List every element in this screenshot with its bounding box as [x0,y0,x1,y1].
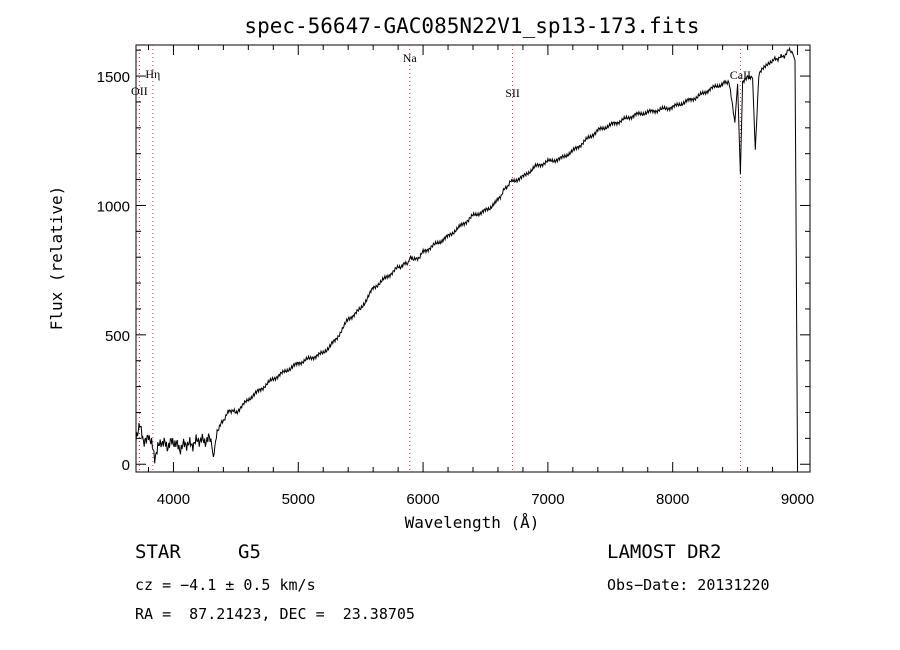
spectral-line-label: OII [131,84,148,98]
chart-title: spec-56647-GAC085N22V1_sp13-173.fits [244,14,699,38]
object-subclass: G5 [238,541,261,563]
y-tick-label: 1000 [97,198,130,215]
object-class: STAR [135,541,181,563]
observation-date: Obs−Date: 20131220 [607,576,770,594]
x-tick-label: 8000 [656,491,689,508]
spectral-line-label: SII [505,86,520,100]
spectral-line-label: Hη [145,67,160,81]
x-axis-label: Wavelength (Å) [405,513,540,532]
x-tick-label: 5000 [282,491,315,508]
x-tick-label: 9000 [781,491,814,508]
y-axis-label: Flux (relative) [47,186,66,331]
axis-tick-labels: 4000 5000 6000 7000 8000 9000 0 500 1000 1500 [97,69,815,508]
y-tick-label: 1500 [97,69,130,86]
ra-dec-coordinates: RA = 87.21423, DEC = 23.38705 [135,605,415,623]
axis-ticks [136,45,810,472]
spectral-line-label: Na [403,51,418,65]
x-tick-label: 6000 [406,491,439,508]
x-tick-label: 4000 [157,491,190,508]
redshift-cz: cz = −4.1 ± 0.5 km/s [135,576,316,594]
spectrum-line [135,46,798,465]
x-tick-label: 7000 [531,491,564,508]
y-tick-label: 0 [122,457,130,474]
y-tick-label: 500 [105,328,130,345]
survey-name: LAMOST DR2 [607,541,722,563]
plot-frame [135,44,811,473]
